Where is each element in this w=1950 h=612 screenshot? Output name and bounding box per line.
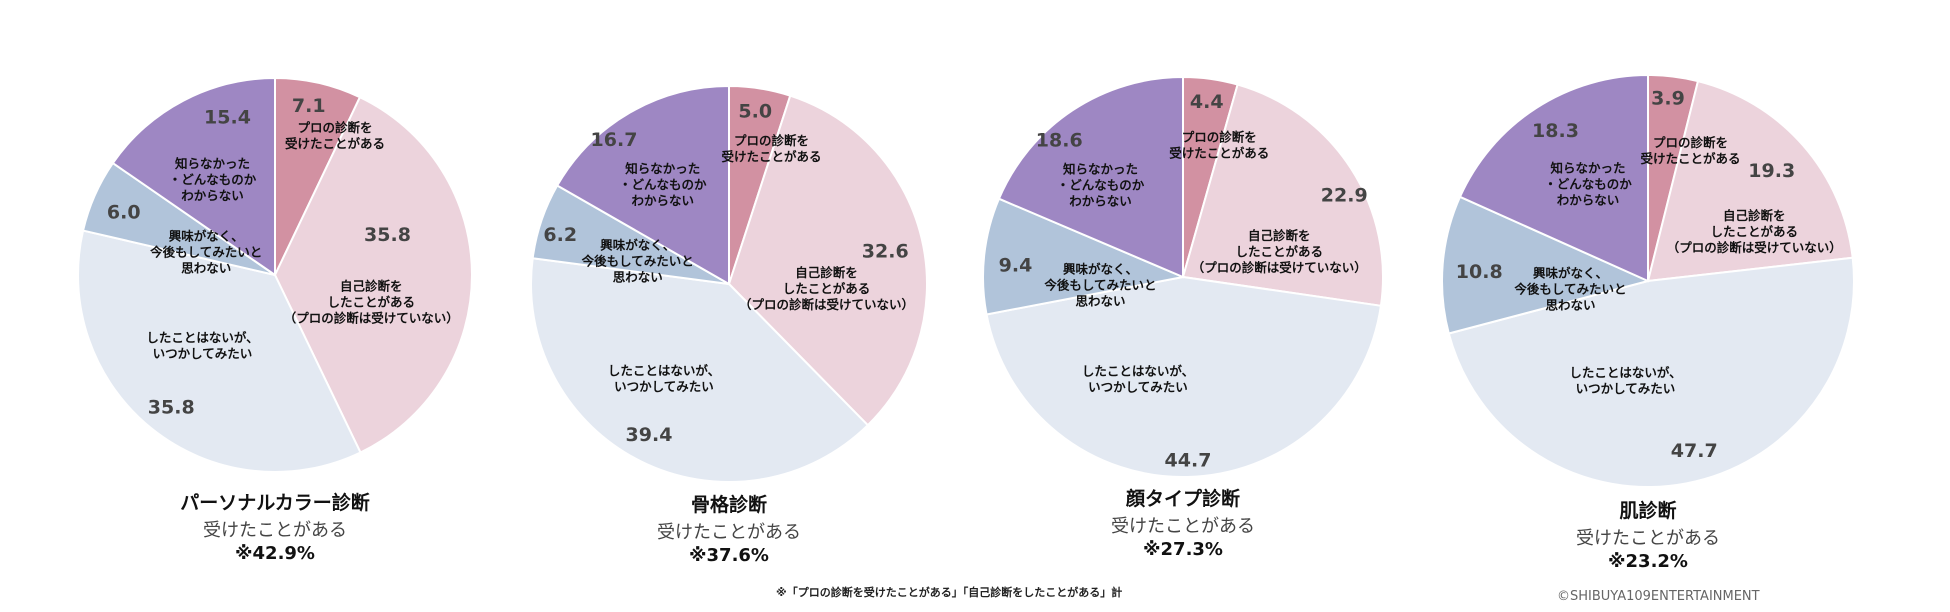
category-label-pro: プロの診断を受けたことがある <box>1169 130 1269 161</box>
value-label-unknown: 16.7 <box>591 129 638 151</box>
category-label-not-yet: したことはないが、いつかしてみたい <box>146 330 258 361</box>
slice-self <box>1646 79 1854 283</box>
category-label-unknown: 知らなかった・どんなものかわからない <box>169 156 257 203</box>
value-label-not-interested: 6.0 <box>107 201 141 223</box>
value-label-self: 19.3 <box>1748 160 1795 182</box>
category-label-not-yet: したことはないが、いつかしてみたい <box>1082 363 1194 394</box>
footnote: ※「プロの診断を受けたことがある」「自己診断をしたことがある」計 <box>776 586 1123 599</box>
value-label-not-interested: 9.4 <box>999 255 1033 277</box>
category-label-not-interested: 興味がなく、今後もしてみたいと思わない <box>1513 266 1626 313</box>
value-label-self: 35.8 <box>364 224 411 246</box>
slice-not-interested <box>1441 195 1651 335</box>
caption-face-type: 顔タイプ診断 受けたことがある ※27.3% <box>1003 488 1363 560</box>
chart-subtitle: 受けたことがある <box>1576 528 1720 549</box>
category-label-not-yet: したことはないが、いつかしてみたい <box>1569 365 1681 396</box>
slice-not-yet <box>1447 256 1855 488</box>
slice-unknown <box>555 84 730 286</box>
chart-title: 骨格診断 <box>690 494 767 516</box>
value-label-not-yet: 47.7 <box>1671 440 1718 462</box>
slice-not-yet <box>985 275 1383 478</box>
chart-title: 顔タイプ診断 <box>1125 488 1240 510</box>
category-label-unknown: 知らなかった・どんなものかわからない <box>1057 162 1145 209</box>
category-label-self: 自己診断をしたことがある（プロの診断は受けていない） <box>739 265 914 312</box>
value-label-not-yet: 39.4 <box>626 424 673 446</box>
value-label-unknown: 18.3 <box>1532 120 1579 142</box>
category-label-pro: プロの診断を受けたことがある <box>721 133 821 164</box>
pie-3: 3.9 プロの診断を受けたことがある 19.3 自己診断をしたことがある（プロの診断は… <box>1441 73 1855 488</box>
value-label-self: 22.9 <box>1321 185 1368 207</box>
category-label-unknown: 知らなかった・どんなものかわからない <box>1544 161 1632 208</box>
value-label-self: 32.6 <box>862 240 909 262</box>
value-label-not-yet: 35.8 <box>148 396 195 418</box>
chart-subtitle: 受けたことがある <box>1111 516 1255 537</box>
value-label-unknown: 15.4 <box>204 106 251 128</box>
category-label-not-interested: 興味がなく、今後もしてみたいと思わない <box>1043 262 1156 309</box>
value-label-pro: 7.1 <box>292 95 326 117</box>
caption-skeleton: 骨格診断 受けたことがある ※37.6% <box>549 494 909 566</box>
chart-total: ※42.9% <box>235 543 315 564</box>
pie-2: 4.4 プロの診断を受けたことがある 22.9 自己診断をしたことがある（プロの診断は… <box>982 75 1384 478</box>
caption-personal-color: パーソナルカラー診断 受けたことがある ※42.9% <box>95 492 455 564</box>
category-label-self: 自己診断をしたことがある（プロの診断は受けていない） <box>1192 228 1367 275</box>
category-label-self: 自己診断をしたことがある（プロの診断は受けていない） <box>1667 208 1842 255</box>
slice-not-yet <box>530 257 870 483</box>
slice-unknown <box>997 75 1184 279</box>
chart-total: ※23.2% <box>1608 551 1688 572</box>
copyright: ©SHIBUYA109ENTERTAINMENT <box>1557 589 1760 604</box>
value-label-pro: 4.4 <box>1190 91 1224 113</box>
slice-self <box>273 95 473 454</box>
value-label-pro: 5.0 <box>738 100 772 122</box>
value-label-pro: 3.9 <box>1651 87 1685 109</box>
chart-total: ※27.3% <box>1143 539 1223 560</box>
chart-subtitle: 受けたことがある <box>657 522 801 543</box>
slice-self <box>1181 83 1384 307</box>
pie-1: 5.0 プロの診断を受けたことがある 32.6 自己診断をしたことがある（プロの診断は… <box>530 84 928 483</box>
value-label-not-yet: 44.7 <box>1165 450 1212 472</box>
category-label-not-interested: 興味がなく、今後もしてみたいと思わない <box>581 237 694 284</box>
slice-unknown <box>1458 73 1649 283</box>
value-label-not-interested: 6.2 <box>543 224 577 246</box>
slice-self <box>727 94 928 427</box>
category-label-self: 自己診断をしたことがある（プロの診断は受けていない） <box>284 278 459 325</box>
value-label-not-interested: 10.8 <box>1456 261 1503 283</box>
category-label-not-interested: 興味がなく、今後もしてみたいと思わない <box>149 228 262 275</box>
caption-skin: 肌診断 受けたことがある ※23.2% <box>1468 500 1828 572</box>
slice-unknown <box>111 76 276 277</box>
category-label-unknown: 知らなかった・どんなものかわからない <box>619 161 707 208</box>
category-label-not-yet: したことはないが、いつかしてみたい <box>608 363 720 394</box>
slice-not-yet <box>77 229 362 473</box>
chart-title: パーソナルカラー診断 <box>180 492 370 514</box>
chart-title: 肌診断 <box>1619 500 1677 522</box>
chart-total: ※37.6% <box>689 545 769 566</box>
category-label-pro: プロの診断を受けたことがある <box>1640 135 1740 166</box>
slice-not-interested <box>982 197 1187 316</box>
pie-0: 7.1 プロの診断を受けたことがある 35.8 自己診断をしたことがある（プロの診断は… <box>77 76 473 473</box>
value-label-unknown: 18.6 <box>1036 130 1083 152</box>
category-label-pro: プロの診断を受けたことがある <box>285 120 385 151</box>
chart-subtitle: 受けたことがある <box>203 520 347 541</box>
